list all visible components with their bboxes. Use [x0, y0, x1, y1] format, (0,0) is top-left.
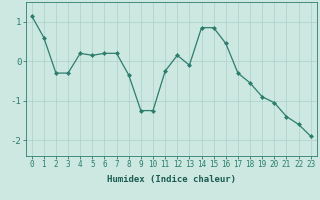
- X-axis label: Humidex (Indice chaleur): Humidex (Indice chaleur): [107, 175, 236, 184]
